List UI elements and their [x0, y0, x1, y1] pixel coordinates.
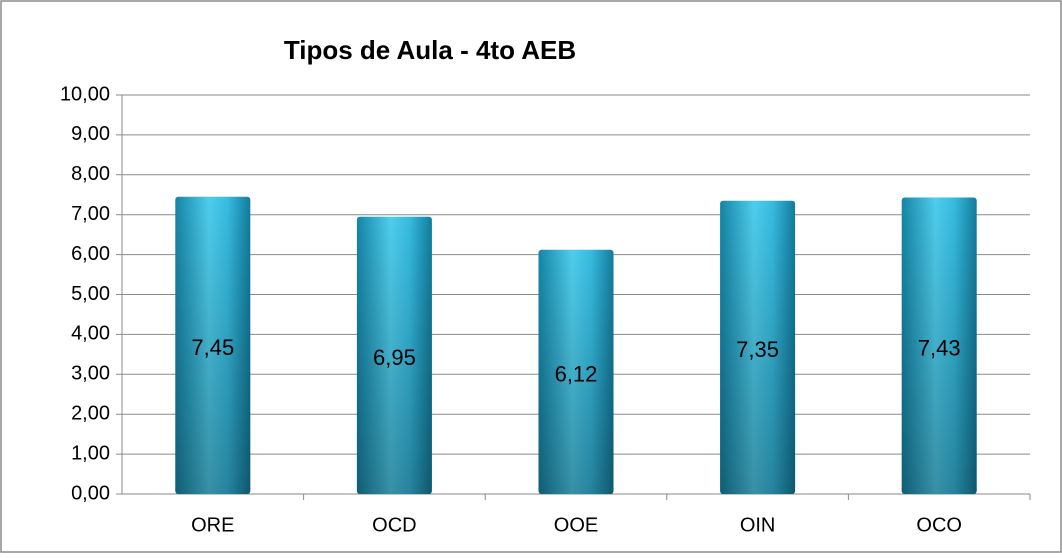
- y-tick-label: 8,00: [71, 163, 110, 185]
- x-tick-label: OOE: [554, 514, 598, 536]
- value-label: 6,12: [555, 362, 598, 387]
- y-tick-label: 1,00: [71, 442, 110, 464]
- y-tick-label: 5,00: [71, 283, 110, 305]
- y-tick-label: 7,00: [71, 203, 110, 225]
- x-tick-label: ORE: [191, 514, 234, 536]
- y-tick-label: 10,00: [60, 83, 110, 105]
- value-label: 7,35: [736, 337, 779, 362]
- x-tick-label: OIN: [740, 514, 776, 536]
- x-tick-label: OCD: [372, 514, 416, 536]
- y-tick-label: 2,00: [71, 402, 110, 424]
- y-tick-label: 4,00: [71, 323, 110, 345]
- value-label: 6,95: [373, 345, 416, 370]
- chart-title: Tipos de Aula - 4to AEB: [284, 35, 576, 65]
- value-label: 7,43: [918, 336, 961, 361]
- y-tick-label: 0,00: [71, 482, 110, 504]
- y-tick-label: 3,00: [71, 363, 110, 385]
- y-tick-label: 6,00: [71, 243, 110, 265]
- y-tick-label: 9,00: [71, 123, 110, 145]
- value-label: 7,45: [191, 335, 234, 360]
- x-tick-label: OCO: [916, 514, 962, 536]
